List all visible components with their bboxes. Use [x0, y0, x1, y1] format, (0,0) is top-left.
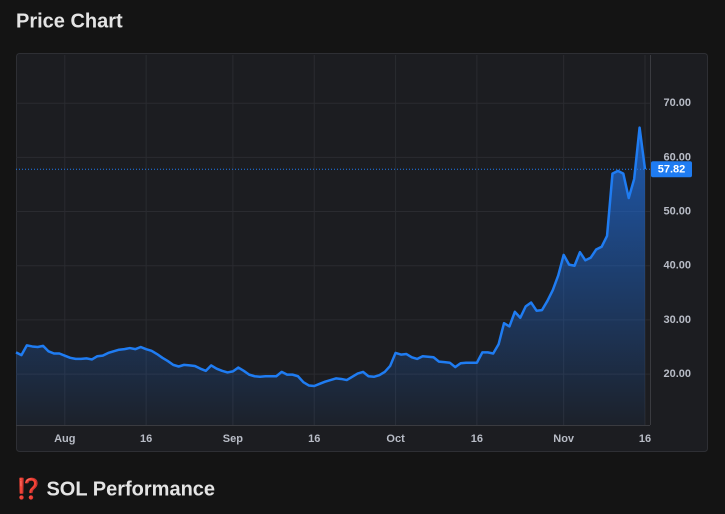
x-tick-label: 16 [471, 433, 483, 445]
page-title: Price Chart [16, 10, 123, 32]
x-tick-label: Oct [386, 433, 405, 445]
x-tick-label: Sep [223, 433, 243, 445]
section-title: ⁉️ SOL Performance [16, 476, 215, 500]
plot: 20.00 30.00 40.00 50.00 60.00 70.00 Aug 16 Sep 16… [15, 55, 692, 445]
x-tick-label: 16 [140, 433, 152, 445]
last-price-label: 57.82 [658, 164, 686, 176]
y-tick-label: 70.00 [663, 97, 691, 109]
y-tick-label: 60.00 [663, 151, 691, 163]
y-tick-label: 30.00 [663, 314, 691, 326]
y-tick-label: 20.00 [663, 368, 691, 380]
price-line [15, 126, 647, 388]
x-tick-label: Nov [553, 433, 575, 445]
last-price-badge [651, 161, 692, 178]
x-tick-label: 16 [639, 433, 651, 445]
y-tick-label: 50.00 [663, 205, 691, 217]
y-tick-label: 40.00 [663, 260, 691, 272]
area-fill [16, 127, 645, 425]
x-tick-label: Aug [54, 433, 75, 445]
x-tick-label: 16 [308, 433, 320, 445]
